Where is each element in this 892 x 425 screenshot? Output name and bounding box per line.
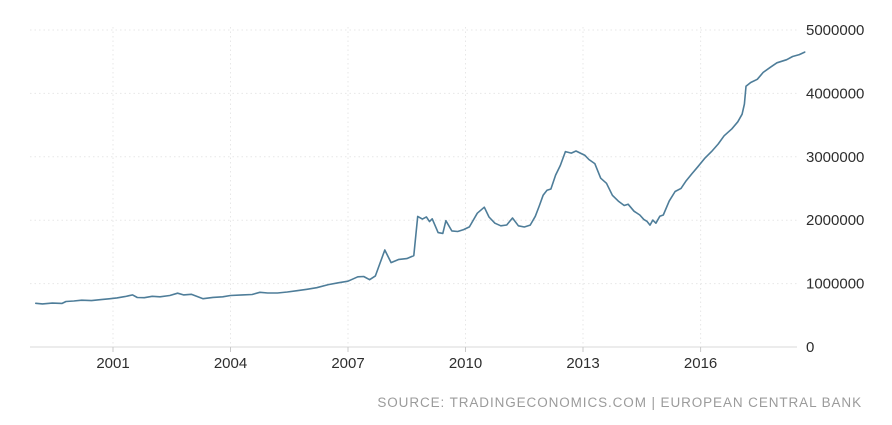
series-line — [35, 51, 806, 305]
y-axis-label: 3000000 — [806, 149, 864, 166]
y-axis-label: 5000000 — [806, 22, 864, 39]
x-axis-label: 2004 — [214, 355, 247, 372]
source-attribution: SOURCE: TRADINGECONOMICS.COM | EUROPEAN … — [377, 395, 862, 410]
data-series — [35, 51, 806, 305]
x-axis-label: 2007 — [331, 355, 364, 372]
y-axis-label: 4000000 — [806, 85, 864, 102]
x-axis-label: 2013 — [566, 355, 599, 372]
y-axis-label: 1000000 — [806, 276, 864, 293]
y-axis-label: 0 — [806, 339, 814, 356]
x-axis-label: 2010 — [449, 355, 482, 372]
x-axis-labels: 2001 2004 2007 2010 2013 2016 — [96, 355, 717, 372]
x-axis-label: 2001 — [96, 355, 129, 372]
x-axis — [30, 346, 797, 352]
y-axis-label: 2000000 — [806, 212, 864, 229]
y-axis-labels: 0 1000000 2000000 3000000 4000000 5000000 — [806, 22, 864, 356]
x-axis-label: 2016 — [684, 355, 717, 372]
gridlines — [30, 27, 797, 346]
